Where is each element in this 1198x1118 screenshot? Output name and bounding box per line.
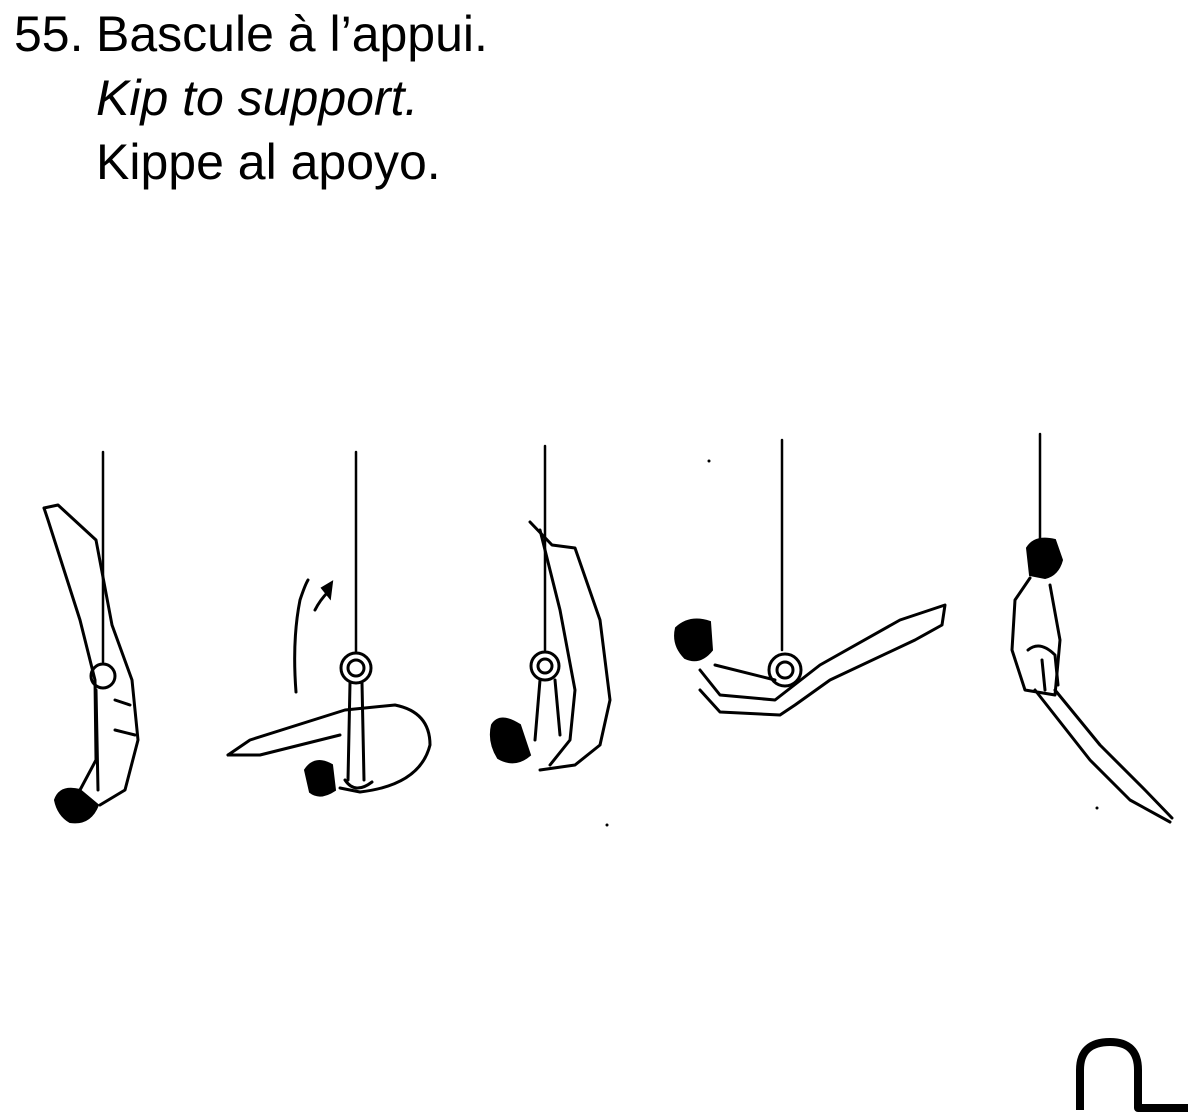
element-number: 55. (14, 6, 84, 62)
kip-to-support-symbol-icon (1076, 1038, 1188, 1112)
heading-line-fr: 55. Bascule à l’appui. (14, 2, 914, 66)
phase-3-figure (489, 444, 612, 772)
phase-1-figure (42, 450, 140, 824)
element-heading: 55. Bascule à l’appui. Kip to support. K… (14, 2, 914, 194)
phase-5-figure (1010, 432, 1174, 824)
heading-line-es: Kippe al apoyo. (14, 130, 914, 194)
phase-4-figure (674, 438, 947, 717)
heading-line-en: Kip to support. (14, 66, 914, 130)
phase-2-figure (226, 450, 432, 797)
element-name-en: Kip to support. (96, 70, 419, 126)
element-name-es: Kippe al apoyo. (96, 134, 441, 190)
gymnast-rings-sequence-icon (42, 432, 1174, 827)
element-name-fr: Bascule à l’appui. (96, 6, 488, 62)
